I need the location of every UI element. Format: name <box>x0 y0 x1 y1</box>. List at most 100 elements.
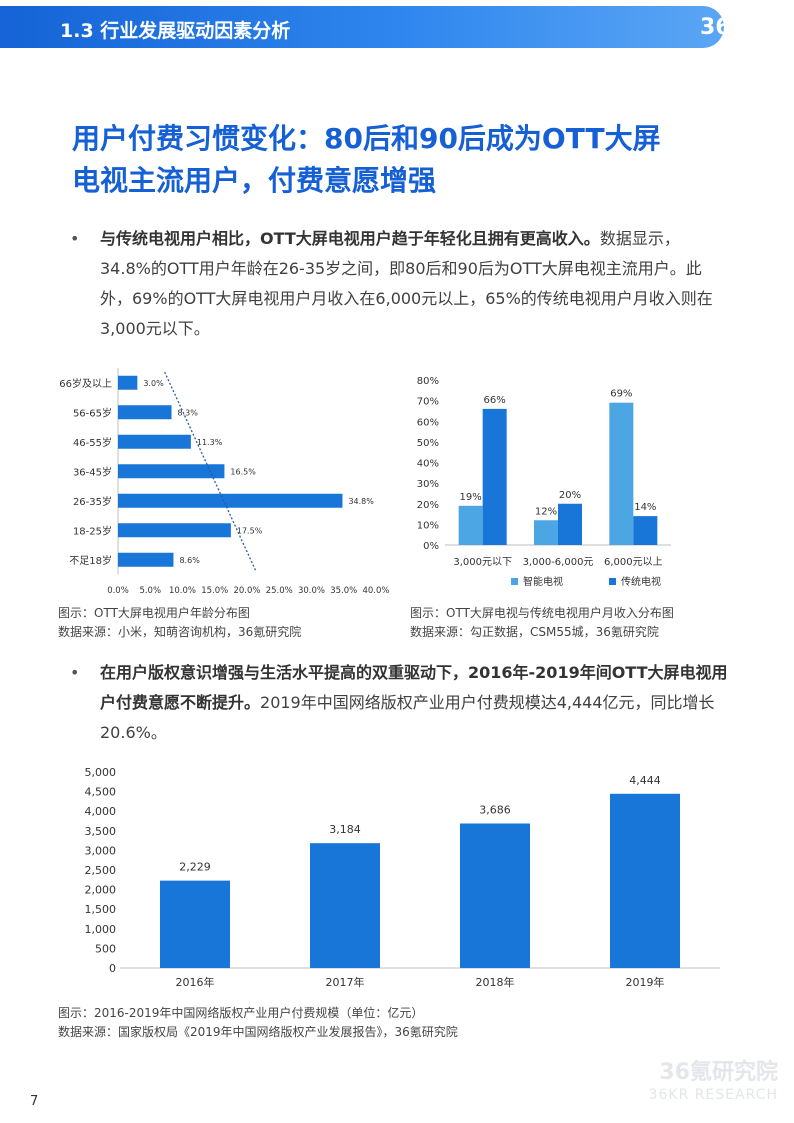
bar <box>482 408 507 545</box>
data-label: 66% <box>484 395 506 406</box>
data-label: 19% <box>460 492 482 503</box>
x-tick-label: 15.0% <box>201 586 228 596</box>
age-distribution-chart: 66岁及以上 3.0% 56-65岁 8.3% 46-55岁 11.3% 36-45岁 16.… <box>59 368 390 596</box>
section-title: 1.3 行业发展驱动因素分析 <box>60 20 291 42</box>
y-tick-label: 1,000 <box>85 923 117 936</box>
page-headline: 用户付费习惯变化：80后和90后成为OTT大屏 电视主流用户，付费意愿增强 <box>72 118 752 202</box>
page-number: 7 <box>30 1094 39 1109</box>
category-label: 46-55岁 <box>73 436 112 449</box>
legend-swatch <box>609 578 616 585</box>
bullet-1-bold: 与传统电视用户相比，OTT大屏电视用户趋于年轻化且拥有更高收入。 <box>100 229 600 248</box>
trend-line <box>164 371 257 571</box>
revenue-chart-title: 图示：2016-2019年中国网络版权产业用户付费规模（单位：亿元） <box>58 1006 424 1020</box>
x-tick-label: 40.0% <box>362 586 389 596</box>
data-label: 17.5% <box>237 526 263 535</box>
bullet-paragraph-2: • 在用户版权意识增强与生活水平提高的双重驱动下，2016年-2019年间OTT… <box>70 658 730 748</box>
bar <box>460 823 530 968</box>
x-tick-label: 5.0% <box>139 586 161 596</box>
data-label: 3,184 <box>329 823 361 836</box>
bar <box>118 434 191 449</box>
bar <box>558 503 582 545</box>
bar <box>118 552 174 567</box>
legend-label: 传统电视 <box>621 575 661 588</box>
category-label: 2016年 <box>176 975 215 989</box>
y-tick-label: 20% <box>417 500 439 511</box>
x-tick-label: 35.0% <box>330 586 357 596</box>
section-header-bar <box>0 6 724 48</box>
x-tick-label: 25.0% <box>266 586 293 596</box>
data-label: 8.6% <box>179 556 200 565</box>
bullet-2-rest: 2019年中国网络版权产业用户付费规模达4,444亿元，同比增长20.6%。 <box>100 693 715 742</box>
headline-line-1: 用户付费习惯变化：80后和90后成为OTT大屏 <box>72 122 661 155</box>
y-tick-label: 80% <box>417 376 439 387</box>
y-tick-label: 4,500 <box>85 786 117 799</box>
x-tick-label: 20.0% <box>233 586 260 596</box>
y-tick-label: 70% <box>417 397 439 408</box>
legend-swatch <box>511 578 518 585</box>
income-chart-caption: 图示：OTT大屏电视与传统电视用户月收入分布图 数据来源：勾正数据，CSM55城… <box>410 604 674 642</box>
age-chart-title: 图示：OTT大屏电视用户年龄分布图 <box>58 606 250 620</box>
watermark-line-2: 36KR RESEARCH <box>648 1087 778 1103</box>
section-header: 1.3 行业发展驱动因素分析 36Kr <box>0 0 794 54</box>
y-tick-label: 0 <box>109 962 116 975</box>
data-label: 20% <box>559 490 581 501</box>
y-tick-label: 4,000 <box>85 805 117 818</box>
x-tick-label: 0.0% <box>107 586 129 596</box>
bullet-1-text: 与传统电视用户相比，OTT大屏电视用户趋于年轻化且拥有更高收入。数据显示，34.… <box>100 224 730 344</box>
age-chart-source: 数据来源：小米，知萌咨询机构，36氪研究院 <box>58 625 302 639</box>
category-label: 66岁及以上 <box>59 377 112 390</box>
y-tick-label: 10% <box>417 520 439 531</box>
bar <box>118 523 231 538</box>
category-label: 18-25岁 <box>73 524 112 537</box>
category-label: 3,000-6,000元 <box>523 557 594 568</box>
bullet-marker: • <box>70 663 80 682</box>
bar <box>118 405 172 420</box>
bar <box>458 505 483 545</box>
bar <box>534 520 558 545</box>
data-label: 8.3% <box>178 408 199 417</box>
revenue-chart: 0 500 1,000 1,500 2,000 2,500 3,000 3,500 4,000 4… <box>85 766 720 989</box>
revenue-chart-source: 数据来源：国家版权局《2019年中国网络版权产业发展报告》，36氪研究院 <box>58 1025 458 1039</box>
data-label: 4,444 <box>629 774 661 787</box>
bar <box>160 880 230 968</box>
y-tick-label: 40% <box>417 459 439 470</box>
watermark-line-1: 36氪研究院 <box>659 1060 778 1085</box>
watermark: 36氪研究院 36KR RESEARCH <box>634 1060 778 1104</box>
y-tick-label: 2,500 <box>85 864 117 877</box>
bar <box>118 493 343 508</box>
data-label: 14% <box>634 502 656 513</box>
category-label: 不足18岁 <box>69 554 112 567</box>
data-label: 12% <box>535 506 557 517</box>
y-tick-label: 3,000 <box>85 844 117 857</box>
legend-label: 智能电视 <box>523 575 563 588</box>
headline-line-2: 电视主流用户，付费意愿增强 <box>72 164 437 197</box>
y-tick-label: 3,500 <box>85 825 117 838</box>
data-label: 16.5% <box>230 467 256 476</box>
category-label: 2017年 <box>326 975 365 989</box>
bar <box>609 402 634 545</box>
bullet-marker: • <box>70 229 80 248</box>
age-chart-caption: 图示：OTT大屏电视用户年龄分布图 数据来源：小米，知萌咨询机构，36氪研究院 <box>58 604 301 642</box>
revenue-chart-caption: 图示：2016-2019年中国网络版权产业用户付费规模（单位：亿元） 数据来源：… <box>58 1004 458 1042</box>
income-distribution-chart: 0% 10% 20% 30% 40% 50% 60% 70% 80% 19% 66% 3,000元以下… <box>417 376 671 588</box>
y-tick-label: 30% <box>417 479 439 490</box>
y-tick-label: 2,000 <box>85 884 117 897</box>
y-tick-label: 5,000 <box>85 766 117 779</box>
category-label: 3,000元以下 <box>453 557 512 568</box>
bullet-2-bold: 在用户版权意识增强与生活水平提高的双重驱动下，2016年-2019年间OTT大屏… <box>100 663 728 712</box>
x-tick-label: 10.0% <box>169 586 196 596</box>
y-tick-label: 500 <box>95 942 116 955</box>
bar <box>118 464 225 479</box>
category-label: 2018年 <box>476 975 515 989</box>
bullet-paragraph-1: • 与传统电视用户相比，OTT大屏电视用户趋于年轻化且拥有更高收入。数据显示，3… <box>70 224 730 344</box>
data-label: 3.0% <box>143 379 164 388</box>
y-tick-label: 1,500 <box>85 903 117 916</box>
category-label: 2019年 <box>626 975 665 989</box>
bar <box>118 375 138 390</box>
data-label: 2,229 <box>179 861 211 874</box>
logo-text: 36Kr <box>700 15 759 40</box>
data-label: 3,686 <box>479 804 511 817</box>
income-chart-source: 数据来源：勾正数据，CSM55城，36氪研究院 <box>410 625 659 639</box>
data-label: 11.3% <box>197 438 223 447</box>
y-tick-label: 0% <box>423 541 439 552</box>
